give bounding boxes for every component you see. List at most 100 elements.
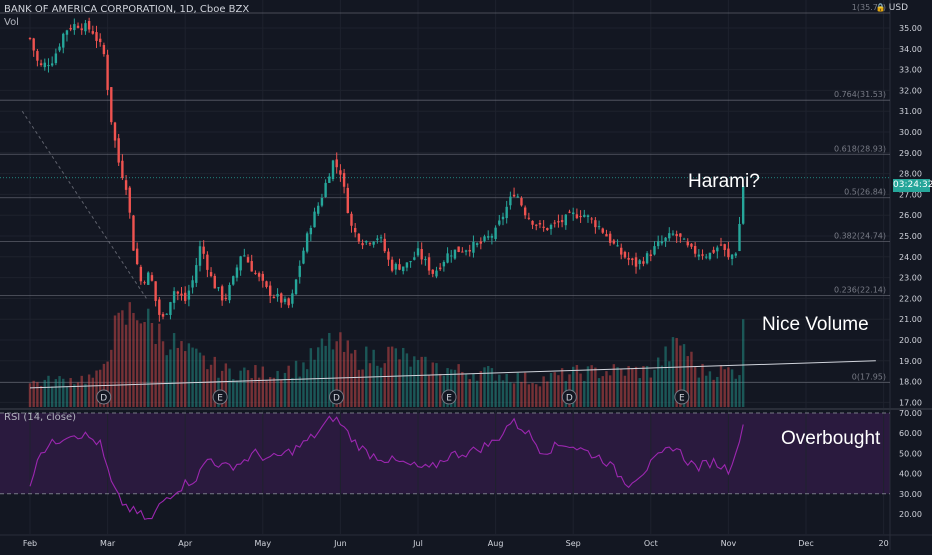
candle-body — [623, 251, 627, 258]
candle-body — [302, 250, 305, 264]
candle-body — [516, 196, 519, 198]
candle-body — [435, 270, 438, 277]
candle-body — [616, 245, 619, 247]
volume-bar — [387, 346, 390, 407]
volume-bar — [65, 386, 69, 407]
volume-bar — [405, 353, 409, 407]
volume-bar — [512, 383, 516, 407]
volume-bar — [575, 365, 579, 407]
candle-body — [705, 256, 708, 258]
candle-body — [147, 272, 150, 285]
candle-body — [331, 160, 335, 179]
volume-bar — [501, 380, 505, 407]
volume-bar — [191, 347, 194, 407]
candle-body — [383, 238, 386, 252]
candle-body — [121, 160, 124, 179]
volume-bar — [69, 378, 72, 407]
volume-bar — [634, 366, 638, 407]
volume-bar — [257, 377, 261, 407]
price-tick-label: 30.00 — [899, 128, 922, 137]
volume-bar — [431, 362, 434, 407]
volume-bar — [62, 378, 65, 407]
candle-body — [206, 254, 209, 270]
candle-body — [324, 182, 327, 197]
candle-body — [546, 228, 549, 231]
volume-bar — [453, 369, 457, 407]
event-marker-label: E — [679, 394, 685, 404]
volume-bar — [653, 369, 656, 407]
volume-bar — [586, 366, 590, 407]
candle-body — [195, 265, 198, 283]
candle-body — [309, 227, 313, 235]
volume-bar — [682, 344, 686, 407]
volume-bar — [627, 366, 630, 407]
candle-body — [36, 51, 39, 61]
candle-body — [268, 285, 272, 297]
volume-bar — [557, 375, 560, 407]
candle-body — [28, 38, 32, 40]
candle-body — [490, 235, 494, 238]
price-tick-label: 27.00 — [899, 190, 922, 199]
volume-bar — [623, 375, 627, 407]
volume-bar — [372, 349, 375, 407]
volume-bar — [313, 359, 316, 407]
volume-bar — [416, 359, 420, 407]
volume-bar — [87, 374, 91, 407]
volume-bar — [590, 365, 593, 407]
volume-bar — [198, 352, 202, 407]
volume-bar — [165, 355, 168, 407]
candle-body — [365, 240, 368, 243]
candle-body — [339, 170, 342, 175]
volume-bar — [294, 360, 298, 407]
volume-bar — [516, 372, 519, 407]
volume-bar — [150, 322, 154, 407]
volume-bar — [730, 369, 734, 407]
volume-bar — [597, 378, 601, 407]
volume-bar — [579, 373, 582, 407]
volume-bar — [716, 376, 719, 407]
candle-body — [169, 302, 172, 315]
price-tick-label: 35.00 — [899, 24, 922, 33]
candle-body — [405, 262, 409, 268]
currency-label: USD — [888, 3, 908, 13]
dashed-trendline — [21, 110, 147, 299]
price-tick-label: 22.00 — [899, 294, 922, 303]
current-price-tag: 03:24:32 — [893, 179, 932, 192]
candle-body — [675, 234, 678, 237]
candle-body — [313, 211, 316, 228]
price-tick-label: 25.00 — [899, 232, 922, 241]
candle-body — [357, 233, 361, 242]
volume-bar — [339, 332, 342, 407]
candle-body — [712, 249, 715, 253]
candle-body — [84, 23, 87, 32]
candle-body — [287, 298, 290, 306]
volume-bar — [132, 312, 135, 407]
volume-bar — [117, 312, 120, 407]
volume-bar — [239, 370, 242, 407]
volume-bar — [121, 310, 124, 407]
volume-bar — [487, 366, 490, 407]
candle-body — [620, 247, 623, 255]
volume-bar — [693, 366, 697, 407]
currency-badge[interactable]: 🔒 USD — [876, 3, 908, 13]
candle-body — [390, 259, 394, 271]
candle-body — [719, 244, 723, 246]
volume-bar — [32, 380, 35, 407]
candle-body — [65, 30, 69, 35]
event-marker-label: D — [566, 394, 573, 404]
volume-bar — [287, 365, 290, 407]
candle-body — [232, 276, 235, 285]
nice-volume-annotation: Nice Volume — [762, 314, 869, 335]
candle-body — [161, 314, 165, 317]
rsi-tick-label: 60.00 — [899, 429, 922, 438]
volume-bar — [180, 341, 183, 407]
volume-bar — [143, 322, 146, 407]
volume-trendline — [29, 360, 876, 389]
volume-bar — [235, 380, 239, 407]
price-tick-label: 18.00 — [899, 378, 922, 387]
candle-body — [553, 222, 556, 224]
candle-body — [376, 238, 379, 240]
volume-bar — [420, 356, 423, 407]
